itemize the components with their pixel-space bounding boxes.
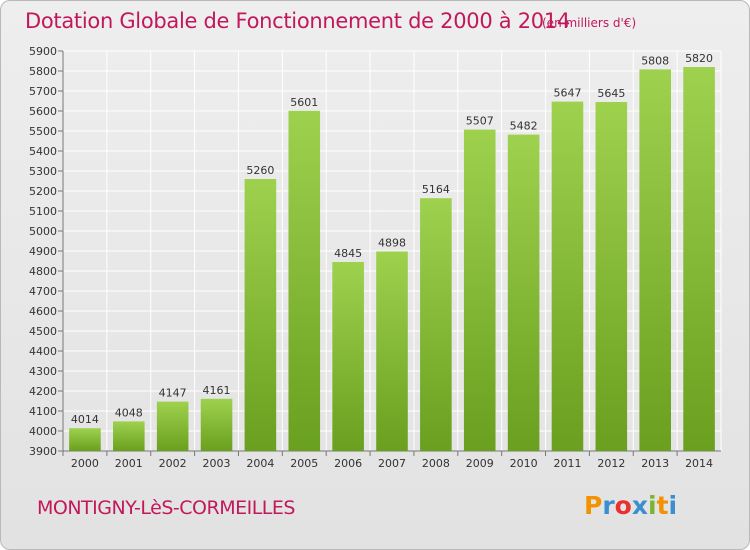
bar bbox=[376, 251, 408, 451]
logo-letter: i bbox=[668, 491, 678, 520]
logo-letter: P bbox=[584, 491, 603, 520]
bar bbox=[639, 69, 671, 452]
data-label: 5820 bbox=[685, 52, 713, 65]
x-tick-label: 2006 bbox=[334, 457, 362, 470]
bar bbox=[69, 428, 101, 451]
bars bbox=[69, 67, 715, 452]
y-tick-label: 5400 bbox=[29, 145, 57, 158]
y-tick-label: 4200 bbox=[29, 385, 57, 398]
bar bbox=[244, 179, 277, 451]
y-tick-label: 5300 bbox=[29, 165, 57, 178]
axes: 3900 4000 4100 4200 4300 4400 4500 4600 4700 4800… bbox=[29, 45, 721, 470]
data-label: 4147 bbox=[159, 387, 187, 400]
x-tick-label: 2007 bbox=[378, 457, 406, 470]
bar bbox=[332, 262, 364, 451]
data-label: 4048 bbox=[115, 406, 143, 419]
logo-letter: r bbox=[602, 491, 615, 520]
logo-letter: t bbox=[656, 491, 669, 520]
chart-unit: (en milliers d'€) bbox=[542, 16, 637, 30]
logo-letter: o bbox=[614, 491, 632, 520]
data-label: 5808 bbox=[641, 54, 669, 67]
data-label: 5507 bbox=[466, 115, 494, 128]
bar bbox=[595, 102, 628, 451]
y-tick-label: 4700 bbox=[29, 285, 57, 298]
bar bbox=[200, 398, 233, 451]
x-tick-label: 2002 bbox=[159, 457, 187, 470]
y-tick-label: 5700 bbox=[29, 85, 57, 98]
bar bbox=[288, 110, 321, 452]
data-label: 4898 bbox=[378, 236, 406, 249]
x-tick-label: 2013 bbox=[641, 457, 669, 470]
bar bbox=[113, 421, 145, 451]
x-tick-label: 2009 bbox=[466, 457, 494, 470]
y-tick-label: 4300 bbox=[29, 365, 57, 378]
data-label: 4014 bbox=[71, 413, 99, 426]
y-tick-label: 4500 bbox=[29, 325, 57, 338]
y-tick-label: 4000 bbox=[29, 425, 57, 438]
x-tick-label: 2005 bbox=[290, 457, 318, 470]
y-tick-label: 5100 bbox=[29, 205, 57, 218]
y-tick-label: 5800 bbox=[29, 65, 57, 78]
bar bbox=[551, 101, 584, 451]
y-tick-label: 4900 bbox=[29, 245, 57, 258]
proxiti-logo: Proxiti bbox=[584, 491, 677, 520]
data-label: 5164 bbox=[422, 183, 450, 196]
y-tick-label: 4400 bbox=[29, 345, 57, 358]
x-tick-label: 2012 bbox=[597, 457, 625, 470]
logo-letter: x bbox=[631, 491, 648, 520]
data-label: 5645 bbox=[597, 87, 625, 100]
y-tick-label: 4800 bbox=[29, 265, 57, 278]
x-tick-label: 2008 bbox=[422, 457, 450, 470]
bar bbox=[156, 401, 189, 451]
y-tick-label: 3900 bbox=[29, 445, 57, 458]
x-tick-label: 2004 bbox=[246, 457, 274, 470]
bar bbox=[507, 134, 540, 451]
data-label: 5260 bbox=[246, 164, 274, 177]
data-label: 5647 bbox=[553, 87, 581, 100]
y-tick-label: 4600 bbox=[29, 305, 57, 318]
commune-name: MONTIGNY-LèS-CORMEILLES bbox=[37, 497, 295, 519]
x-tick-label: 2001 bbox=[115, 457, 143, 470]
y-tick-label: 5200 bbox=[29, 185, 57, 198]
data-labels: 4014 4048 4147 4161 5260 5601 4845 4898 5164 5507… bbox=[71, 52, 713, 426]
chart-title: Dotation Globale de Fonctionnement de 20… bbox=[25, 9, 570, 33]
bar bbox=[463, 129, 496, 451]
y-tick-label: 5600 bbox=[29, 105, 57, 118]
logo-letter: i bbox=[648, 491, 657, 520]
y-tick-label: 5500 bbox=[29, 125, 57, 138]
y-tick-label: 5900 bbox=[29, 45, 57, 58]
y-tick-label: 5000 bbox=[29, 225, 57, 238]
bar bbox=[420, 198, 452, 451]
bar bbox=[683, 67, 715, 451]
data-label: 5482 bbox=[510, 120, 538, 133]
data-label: 4161 bbox=[203, 384, 231, 397]
x-tick-label: 2003 bbox=[203, 457, 231, 470]
data-label: 4845 bbox=[334, 247, 362, 260]
x-tick-label: 2010 bbox=[510, 457, 538, 470]
y-tick-label: 4100 bbox=[29, 405, 57, 418]
data-label: 5601 bbox=[290, 96, 318, 109]
x-tick-label: 2011 bbox=[553, 457, 581, 470]
x-tick-label: 2000 bbox=[71, 457, 99, 470]
x-tick-label: 2014 bbox=[685, 457, 713, 470]
